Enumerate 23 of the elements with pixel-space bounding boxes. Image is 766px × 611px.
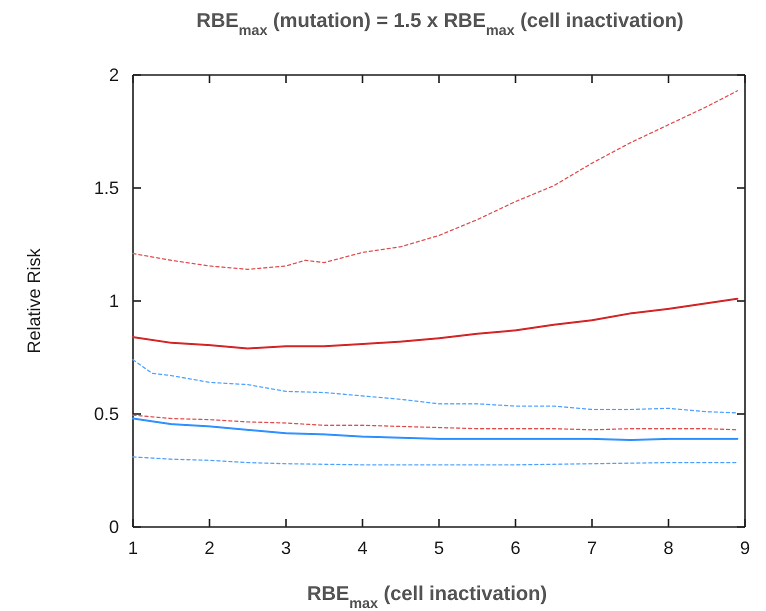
- x-tick-label: 3: [280, 538, 292, 558]
- line-series: [132, 359, 738, 414]
- line-series: [132, 298, 738, 350]
- line-series: [132, 456, 738, 466]
- x-axis-title: RBE$_{max}$ (cell inactivation): [307, 583, 547, 611]
- x-tick-label: 2: [204, 538, 215, 558]
- x-tick-label: 8: [663, 538, 674, 558]
- y-tick-label: 2: [108, 64, 119, 85]
- line-series: [132, 90, 738, 270]
- x-tick-label: 4: [357, 538, 368, 558]
- x-tick-label: 5: [434, 538, 444, 558]
- y-tick-label: 0: [108, 516, 119, 537]
- line-series: [132, 414, 738, 430]
- x-tick-label: 9: [740, 538, 750, 558]
- x-tick-label: 7: [586, 538, 598, 558]
- y-axis-title: Relative Risk: [24, 247, 44, 354]
- x-tick-label: 6: [510, 538, 521, 558]
- line-series: [132, 418, 738, 441]
- y-tick-label: 1: [108, 290, 119, 311]
- y-tick-label: 0.5: [94, 404, 119, 424]
- chart-title: RBE$_{max}$ (mutation) = 1.5 x RBE$_{max}$ (cell inactivation): [196, 10, 684, 39]
- y-tick-label: 1.5: [94, 178, 119, 198]
- x-tick-label: 1: [128, 538, 138, 558]
